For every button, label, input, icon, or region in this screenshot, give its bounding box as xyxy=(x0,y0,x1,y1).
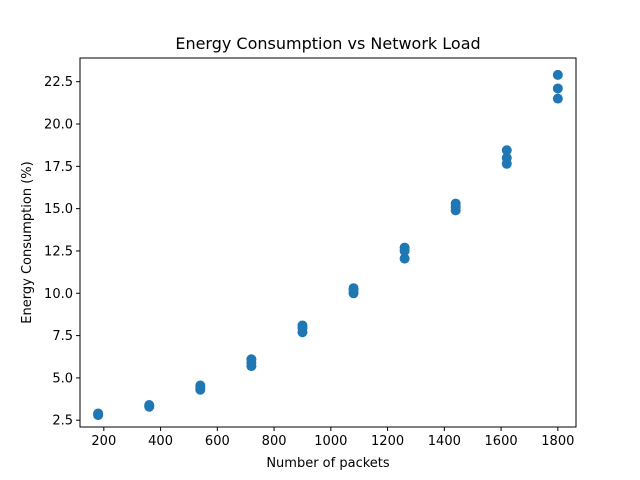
x-tick-label: 200 xyxy=(91,434,116,449)
x-tick-label: 1200 xyxy=(371,434,404,449)
scatter-point xyxy=(501,145,512,156)
scatter-point xyxy=(195,380,206,391)
y-tick-label: 10.0 xyxy=(44,287,73,302)
scatter-point xyxy=(501,152,512,163)
x-axis-label: Number of packets xyxy=(266,456,390,471)
x-tick-label: 1800 xyxy=(541,434,574,449)
x-tick-label: 400 xyxy=(148,434,173,449)
y-tick-label: 5.0 xyxy=(52,371,73,386)
y-tick-label: 12.5 xyxy=(44,244,73,259)
y-tick-label: 20.0 xyxy=(44,118,73,133)
y-axis-label: Energy Consumption (%) xyxy=(20,161,35,323)
x-tick-label: 600 xyxy=(205,434,230,449)
x-tick-label: 1600 xyxy=(485,434,518,449)
scatter-point xyxy=(399,242,410,253)
y-tick-label: 15.0 xyxy=(44,202,73,217)
y-tick-label: 17.5 xyxy=(44,160,73,175)
y-axis: 2.5 5.0 7.5 10.0 12.5 15.0 17.5 20.0 22.5 xyxy=(44,75,80,429)
x-tick-label: 1400 xyxy=(428,434,461,449)
y-tick-label: 22.5 xyxy=(44,75,73,90)
scatter-point xyxy=(552,69,563,80)
y-tick-label: 2.5 xyxy=(52,414,73,429)
scatter-point xyxy=(93,408,104,419)
x-axis: 200 400 600 800 1000 1200 1400 1600 1800 xyxy=(91,427,574,449)
x-tick-label: 800 xyxy=(262,434,287,449)
scatter-point xyxy=(399,253,410,264)
scatter-point xyxy=(246,354,257,365)
scatter-point xyxy=(297,320,308,331)
scatter-point xyxy=(144,399,155,410)
scatter-point xyxy=(552,93,563,104)
scatter-point xyxy=(348,283,359,294)
x-tick-label: 1000 xyxy=(314,434,347,449)
scatter-point xyxy=(450,198,461,209)
scatter-point xyxy=(552,83,563,94)
chart-title: Energy Consumption vs Network Load xyxy=(175,34,480,53)
plot-frame xyxy=(79,57,577,428)
data-points xyxy=(93,69,563,421)
y-tick-label: 7.5 xyxy=(52,329,73,344)
